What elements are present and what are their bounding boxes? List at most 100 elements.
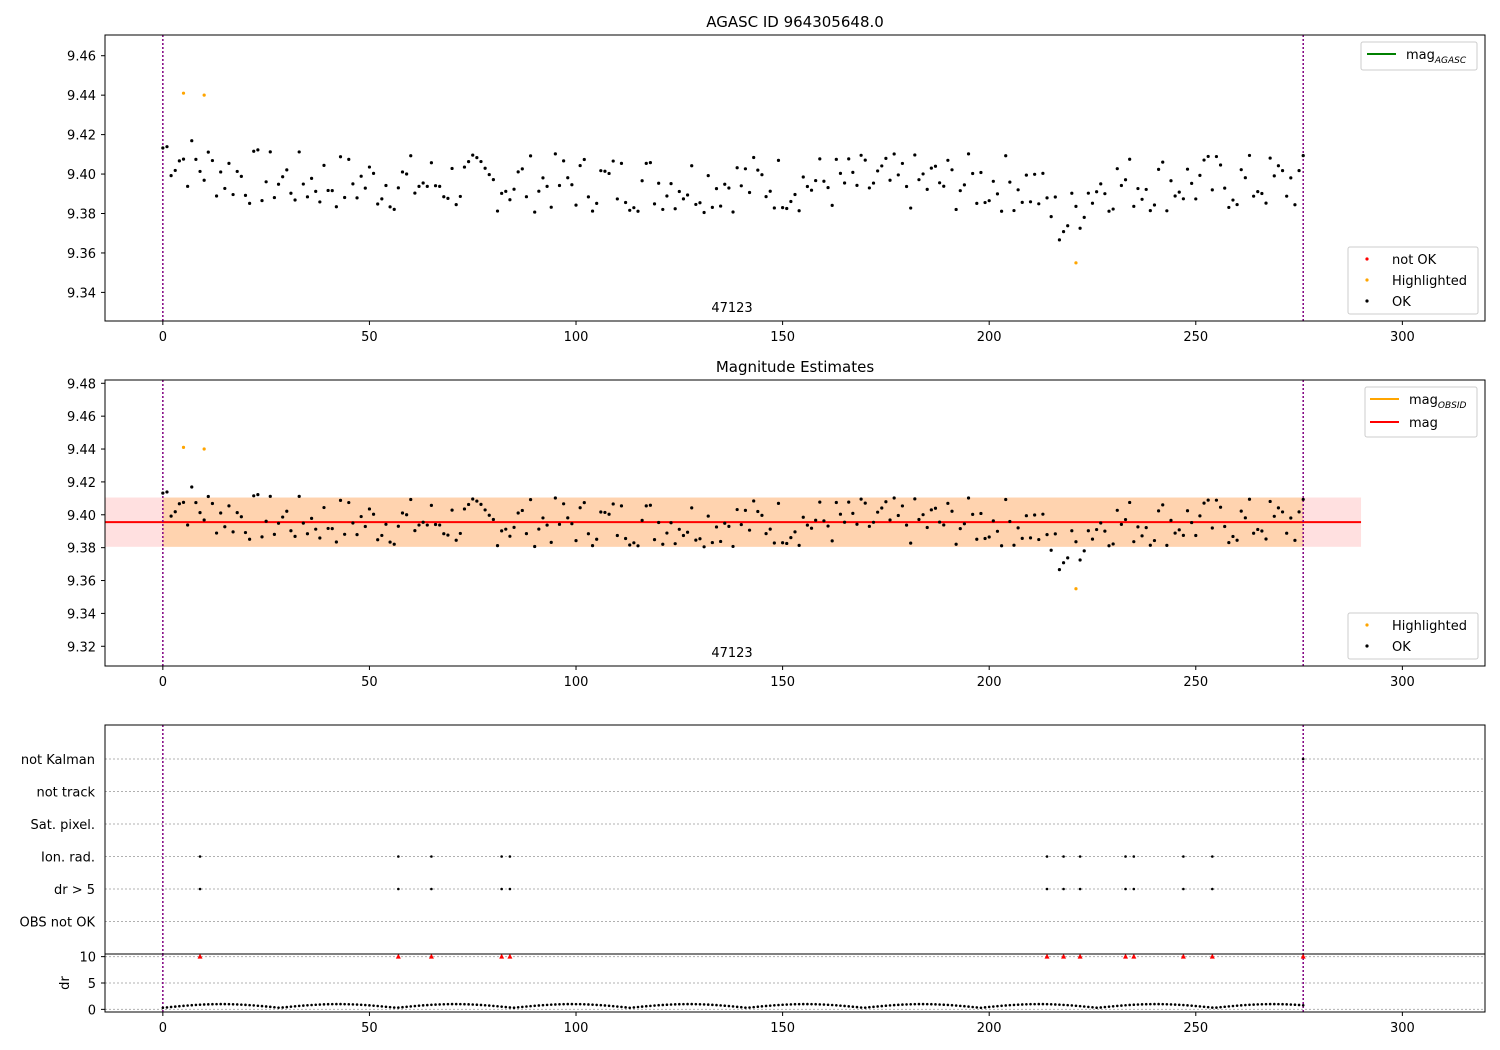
y-tick-label: 9.44 bbox=[67, 89, 96, 104]
ok-point bbox=[1198, 514, 1202, 518]
dr-point bbox=[806, 1002, 809, 1006]
dr-point bbox=[1256, 1003, 1260, 1006]
ok-point bbox=[867, 186, 871, 190]
dr-point bbox=[438, 1003, 441, 1006]
ok-point bbox=[359, 514, 363, 519]
ok-point bbox=[264, 519, 268, 523]
ok-point bbox=[578, 163, 582, 168]
ok-point bbox=[1057, 568, 1062, 572]
dr-point bbox=[1020, 1003, 1024, 1006]
ok-point bbox=[793, 192, 797, 197]
dr-point bbox=[905, 1003, 908, 1006]
dr-point bbox=[339, 1002, 342, 1006]
legend-box bbox=[1347, 246, 1479, 315]
ok-point bbox=[537, 189, 541, 193]
ok-point bbox=[1239, 168, 1243, 172]
y-tick-label: 9.36 bbox=[67, 575, 96, 590]
ok-point bbox=[330, 527, 334, 531]
ok-point bbox=[425, 523, 429, 527]
dr-clipped-marker bbox=[1061, 953, 1067, 959]
dr-point bbox=[1016, 1003, 1020, 1006]
y-tick-label: 9.46 bbox=[67, 410, 96, 425]
ok-point bbox=[1119, 522, 1124, 526]
dr-point bbox=[620, 1005, 623, 1009]
dr-point bbox=[958, 1004, 962, 1008]
x-tick-label: 150 bbox=[770, 330, 795, 345]
ok-point bbox=[541, 516, 545, 520]
ok-point bbox=[169, 514, 173, 518]
ok-point bbox=[582, 501, 586, 505]
dr-point bbox=[735, 1005, 739, 1009]
ok-point bbox=[388, 540, 392, 544]
flag-mark bbox=[508, 887, 512, 891]
flag-mark bbox=[1078, 855, 1082, 858]
ok-point bbox=[301, 182, 305, 186]
dr-point bbox=[1177, 1003, 1181, 1007]
ok-point bbox=[628, 543, 632, 547]
legend-mag-agasc-label: magAGASC bbox=[1406, 48, 1467, 66]
ok-point bbox=[1181, 533, 1185, 538]
ok-point bbox=[318, 200, 322, 204]
legend-not-ok-label: not OK bbox=[1392, 253, 1437, 268]
ok-point bbox=[1082, 549, 1086, 553]
dr-point bbox=[442, 1002, 446, 1006]
flag-mark bbox=[1124, 887, 1127, 891]
flag-mark bbox=[397, 887, 400, 891]
ok-point bbox=[801, 175, 805, 179]
dr-point bbox=[541, 1003, 545, 1007]
ok-point bbox=[289, 191, 293, 195]
legend-highlighted-label: Highlighted bbox=[1392, 274, 1467, 289]
ok-point bbox=[1066, 224, 1070, 228]
ok-point bbox=[1169, 179, 1173, 183]
ok-point bbox=[1070, 191, 1074, 195]
ok-point bbox=[1144, 187, 1148, 192]
ok-point bbox=[578, 506, 582, 510]
ok-point bbox=[210, 158, 215, 163]
flag-row-label: Ion. rad. bbox=[41, 851, 95, 866]
dr-point bbox=[855, 1005, 859, 1009]
dr-point bbox=[892, 1003, 896, 1007]
dr-point bbox=[859, 1006, 863, 1009]
ok-point bbox=[1078, 558, 1082, 562]
ok-point bbox=[975, 201, 979, 205]
dr-point bbox=[401, 1005, 404, 1009]
flags-panel: not Kalman not track Sat. pixel. Ion. rad. d… bbox=[20, 724, 1486, 955]
ok-point bbox=[314, 189, 318, 193]
flag-mark bbox=[1124, 855, 1127, 858]
ok-point bbox=[161, 146, 165, 150]
dr-point bbox=[273, 1005, 276, 1009]
ok-point bbox=[504, 527, 508, 531]
panel2-bands bbox=[105, 497, 1362, 547]
ok-point bbox=[1243, 516, 1247, 520]
ok-point bbox=[995, 529, 1000, 533]
ok-point bbox=[264, 180, 268, 184]
x-tick-label: 100 bbox=[564, 1021, 589, 1036]
ok-point bbox=[1099, 521, 1103, 525]
ok-point bbox=[962, 522, 967, 526]
ok-point bbox=[1252, 531, 1256, 535]
dr-point bbox=[1281, 1002, 1284, 1006]
dr-point bbox=[1124, 1003, 1127, 1007]
ok-point bbox=[1115, 167, 1119, 171]
ok-point bbox=[1107, 209, 1111, 213]
ok-point bbox=[1103, 192, 1107, 196]
ok-point bbox=[177, 502, 181, 506]
ok-point bbox=[987, 535, 991, 539]
ok-point bbox=[268, 150, 272, 154]
x-tick-label: 0 bbox=[159, 1021, 167, 1036]
panel2-legend-lower: Highlighted OK bbox=[1347, 612, 1479, 660]
dr-point bbox=[1078, 1004, 1082, 1008]
ok-point bbox=[285, 168, 289, 172]
y-tick-label: 9.42 bbox=[67, 129, 96, 144]
ok-point bbox=[562, 159, 566, 163]
dr-point bbox=[1202, 1005, 1206, 1009]
dr-point bbox=[1169, 1003, 1173, 1006]
ok-point bbox=[512, 187, 516, 191]
flag-mark bbox=[1211, 855, 1214, 858]
ok-point bbox=[785, 206, 789, 211]
ok-point bbox=[917, 178, 921, 182]
dr-point bbox=[1000, 1004, 1003, 1008]
ok-point bbox=[694, 538, 698, 542]
ok-point bbox=[851, 511, 855, 516]
